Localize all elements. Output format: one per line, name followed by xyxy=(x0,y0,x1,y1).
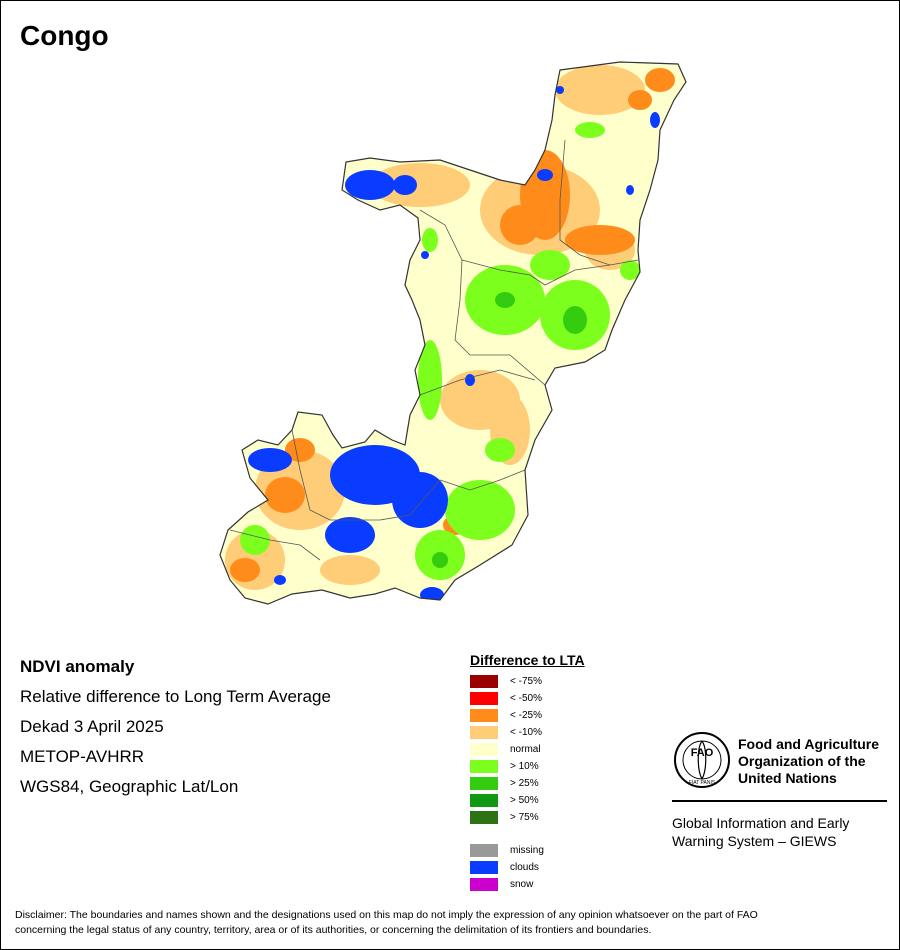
legend-label: < -75% xyxy=(510,676,542,687)
info-line-1: Relative difference to Long Term Average xyxy=(20,687,331,706)
legend-item: clouds xyxy=(470,859,585,876)
legend-title: Difference to LTA xyxy=(470,652,585,668)
info-line-4: WGS84, Geographic Lat/Lon xyxy=(20,777,239,796)
disclaimer: Disclaimer: The boundaries and names sho… xyxy=(15,909,758,936)
legend-swatch xyxy=(470,726,498,739)
legend-swatch xyxy=(470,675,498,688)
legend-item: missing xyxy=(470,842,585,859)
legend-swatch xyxy=(470,844,498,857)
legend-label: < -50% xyxy=(510,693,542,704)
info-line-3: METOP-AVHRR xyxy=(20,747,145,766)
legend-item: < -25% xyxy=(470,707,585,724)
legend-label: clouds xyxy=(510,862,539,873)
legend-swatch xyxy=(470,794,498,807)
legend-swatch xyxy=(470,709,498,722)
legend-label: normal xyxy=(510,744,541,755)
legend-swatch xyxy=(470,692,498,705)
fao-divider xyxy=(672,800,887,802)
legend-swatch xyxy=(470,811,498,824)
legend-item: > 50% xyxy=(470,792,585,809)
legend-item: normal xyxy=(470,741,585,758)
info-heading: NDVI anomaly xyxy=(20,657,135,676)
cloud-areas xyxy=(248,86,660,603)
legend: Difference to LTA < -75% < -50% < -25% <… xyxy=(470,652,585,893)
legend-label: > 10% xyxy=(510,761,539,772)
fao-name: Food and Agriculture Organization of the… xyxy=(738,736,880,786)
legend-label: missing xyxy=(510,845,544,856)
legend-label: > 50% xyxy=(510,795,539,806)
legend-label: > 25% xyxy=(510,778,539,789)
fao-logo-motto: FIAT PANIS xyxy=(689,780,716,786)
legend-item: snow xyxy=(470,876,585,893)
legend-swatch xyxy=(470,878,498,891)
legend-item: > 75% xyxy=(470,809,585,826)
fao-logo-letters: FAO xyxy=(691,747,714,759)
map-title: Congo xyxy=(20,20,109,51)
legend-swatch xyxy=(470,777,498,790)
info-line-2: Dekad 3 April 2025 xyxy=(20,717,164,736)
legend-swatch xyxy=(470,861,498,874)
map-info-panel: NDVI anomaly Relative difference to Long… xyxy=(20,656,331,806)
legend-item: < -50% xyxy=(470,690,585,707)
department-boundaries xyxy=(229,139,639,561)
legend-swatch xyxy=(470,760,498,773)
legend-label: snow xyxy=(510,879,534,890)
legend-label: < -25% xyxy=(510,710,542,721)
legend-swatch xyxy=(470,743,498,756)
ndvi-map xyxy=(219,61,687,605)
giews-label: Global Information and Early Warning Sys… xyxy=(672,815,850,849)
legend-item: > 10% xyxy=(470,758,585,775)
anomaly-plus25-areas xyxy=(432,292,587,568)
legend-item: > 25% xyxy=(470,775,585,792)
legend-label: < -10% xyxy=(510,727,542,738)
fao-logo: FAO FIAT PANIS xyxy=(674,732,730,788)
legend-label: > 75% xyxy=(510,812,539,823)
legend-item: < -75% xyxy=(470,673,585,690)
legend-item: < -10% xyxy=(470,724,585,741)
